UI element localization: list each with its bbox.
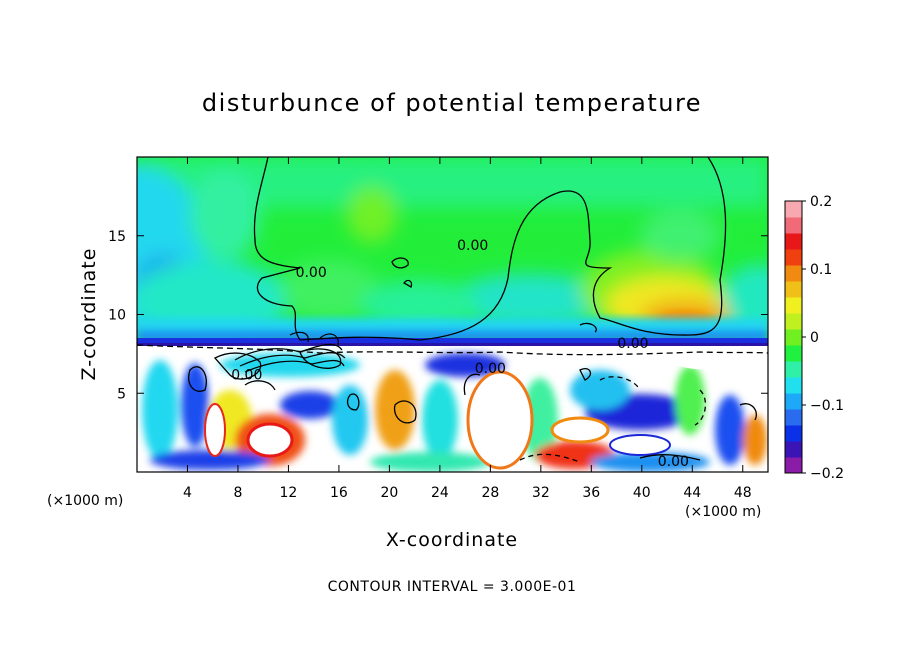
- contour-interval-note: CONTOUR INTERVAL = 3.000E-01: [328, 579, 577, 595]
- colorbar-swatch: [785, 409, 802, 426]
- contour-label: 0.00: [658, 454, 689, 470]
- colorbar-tick-label: 0.2: [810, 194, 832, 210]
- colorbar-swatch: [785, 457, 802, 474]
- contour-label: 0.00: [457, 238, 488, 254]
- contour-labels: 0.00 0.00 0.00 0.00 0.00 0.00: [231, 238, 689, 470]
- x-tick-label: 28: [481, 485, 499, 501]
- x-tick-label: 40: [633, 485, 651, 501]
- contour-lines: [137, 157, 768, 463]
- x-tick-label: 48: [734, 485, 752, 501]
- colorbar-swatch: [785, 249, 802, 266]
- colorbar-swatch: [785, 441, 802, 458]
- x-tick-label: 8: [233, 485, 242, 501]
- x-axis-ticks: 4 8 12 16 20 24 28 32 36 40 44 48: [183, 157, 752, 501]
- colorbar-swatch: [785, 217, 802, 234]
- colorbar-swatch: [785, 425, 802, 442]
- y-axis-title: Z-coordinate: [78, 248, 100, 381]
- y-tick-label: 15: [108, 229, 126, 245]
- x-tick-label: 4: [183, 485, 192, 501]
- colorbar-tick-label: 0.1: [810, 262, 832, 278]
- x-tick-label: 12: [280, 485, 298, 501]
- contour-label: 0.00: [231, 367, 262, 383]
- colorbar-tick-label: 0: [810, 330, 819, 346]
- x-tick-label: 24: [431, 485, 449, 501]
- x-tick-label: 36: [582, 485, 600, 501]
- colorbar-swatch: [785, 377, 802, 394]
- contour-label: 0.00: [475, 361, 506, 377]
- colorbar-swatch: [785, 265, 802, 282]
- colorbar-swatch: [785, 361, 802, 378]
- colorbar-swatch: [785, 281, 802, 298]
- x-tick-label: 20: [380, 485, 398, 501]
- x-unit-right: (×1000 m): [685, 504, 761, 520]
- x-tick-label: 32: [532, 485, 550, 501]
- contour-label: 0.00: [296, 265, 327, 281]
- y-axis-ticks: 5 10 15: [108, 229, 768, 402]
- colorbar-swatch: [785, 297, 802, 314]
- colorbar-swatch: [785, 201, 802, 218]
- turbulent-contour-cluster: [234, 331, 346, 373]
- colorbar-swatch: [785, 313, 802, 330]
- colorbar-tick-label: −0.2: [810, 466, 844, 482]
- x-tick-label: 44: [683, 485, 701, 501]
- colorbar-swatch: [785, 329, 802, 346]
- y-tick-label: 5: [117, 386, 126, 402]
- colorbar: 0.2 0.1 0 −0.1 −0.2: [784, 194, 844, 482]
- chart-title: disturbunce of potential temperature: [202, 89, 702, 117]
- x-unit-left: (×1000 m): [47, 493, 123, 509]
- heatmap-field: [137, 157, 768, 472]
- colorbar-swatch: [785, 345, 802, 362]
- colorbar-swatch: [785, 233, 802, 250]
- contour-label: 0.00: [617, 336, 648, 352]
- x-axis-title: X-coordinate: [386, 529, 518, 551]
- y-tick-label: 10: [108, 308, 126, 324]
- colorbar-swatch: [785, 393, 802, 410]
- colorbar-tick-label: −0.1: [810, 398, 844, 414]
- x-tick-label: 16: [330, 485, 348, 501]
